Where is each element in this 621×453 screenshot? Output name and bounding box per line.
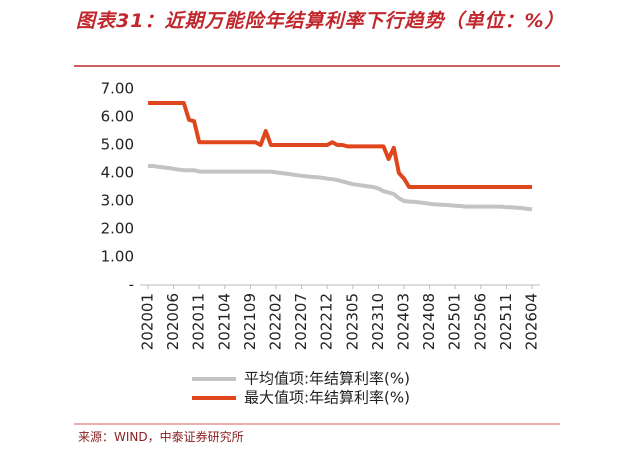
y-tick-label: 7.00 — [101, 80, 134, 98]
x-tick-label: 202202 — [267, 293, 285, 350]
y-tick-label: 5.00 — [101, 136, 134, 154]
x-tick-label: 202506 — [471, 293, 489, 350]
chart-title: 图表31：近期万能险年结算利率下行趋势（单位：%） — [76, 10, 565, 32]
x-tick-label: 202011 — [190, 293, 208, 350]
x-tick-label: 202310 — [369, 293, 387, 350]
x-tick-label: 202501 — [446, 293, 464, 350]
x-tick-label: 202511 — [497, 293, 515, 350]
y-tick-label: 6.00 — [101, 108, 134, 126]
series-line — [148, 164, 533, 212]
y-tick-label: 2.00 — [101, 220, 134, 238]
x-tick-label: 202104 — [215, 293, 233, 350]
x-tick-label: 202001 — [139, 293, 157, 350]
x-tick-label: 202109 — [241, 293, 259, 350]
x-tick-label: 202207 — [292, 293, 310, 350]
x-tick-label: 202006 — [164, 293, 182, 350]
legend-label: 平均值项:年结算利率(%) — [244, 370, 410, 388]
y-tick-label: - — [129, 276, 134, 294]
x-tick-label: 202212 — [318, 293, 336, 350]
legend-label: 最大值项:年结算利率(%) — [244, 389, 410, 407]
y-tick-label: 1.00 — [101, 248, 134, 266]
x-tick-label: 202408 — [420, 293, 438, 350]
x-tick-label: 202604 — [523, 293, 541, 350]
series-line — [148, 101, 532, 189]
x-tick-label: 202403 — [395, 293, 413, 350]
y-tick-label: 4.00 — [101, 164, 134, 182]
y-tick-label: 3.00 — [101, 192, 134, 210]
x-tick-label: 202305 — [343, 293, 361, 350]
source: 来源：WIND，中泰证券研究所 — [78, 430, 244, 444]
